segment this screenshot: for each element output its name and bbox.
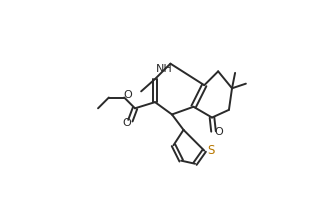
- Text: O: O: [214, 127, 223, 137]
- Text: S: S: [207, 144, 214, 157]
- Text: NH: NH: [156, 64, 173, 74]
- Text: O: O: [124, 90, 132, 100]
- Text: O: O: [122, 118, 131, 128]
